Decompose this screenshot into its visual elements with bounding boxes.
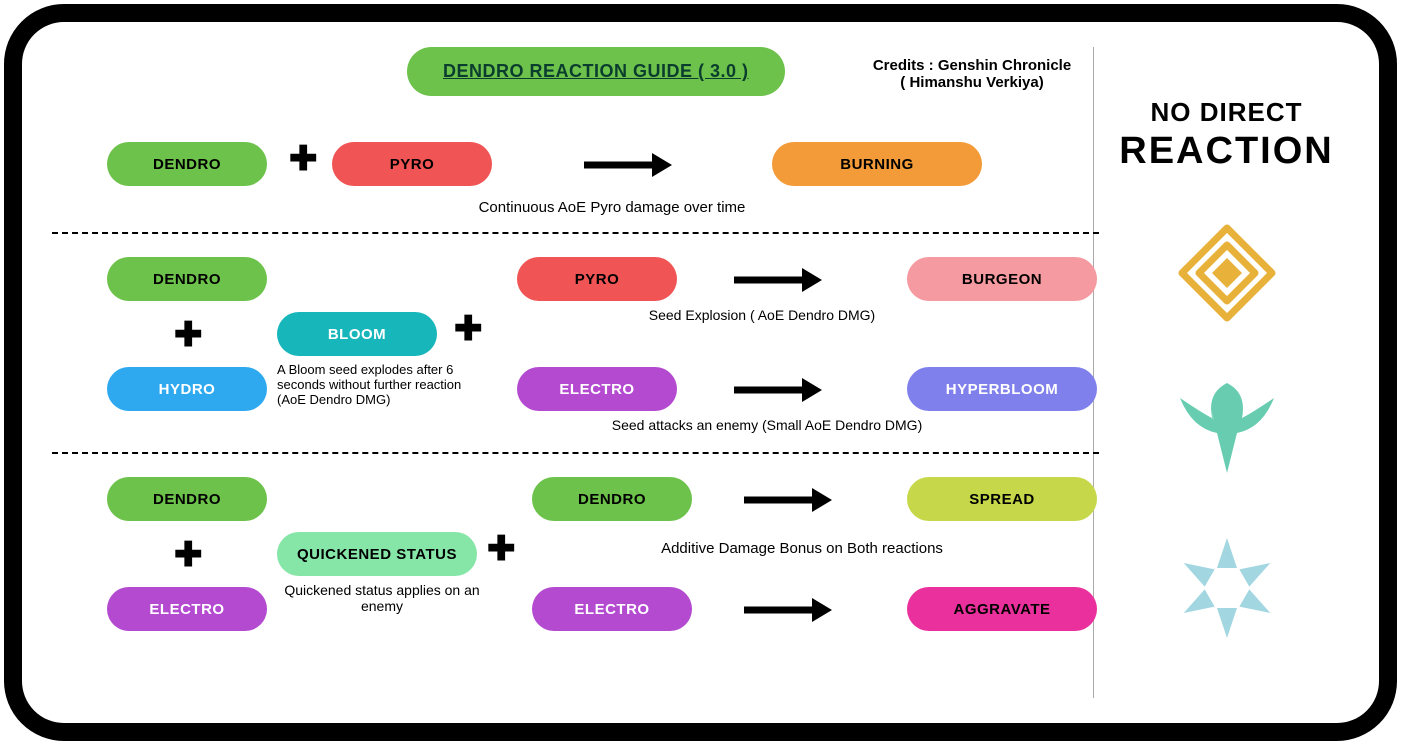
arrow-icon [732,376,822,404]
arrow-icon [582,151,672,179]
plus-icon: ✚ [174,535,203,575]
geo-icon [1177,223,1277,328]
label-pyro: PYRO [575,271,620,288]
pill-dendro-3: DENDRO [107,477,267,521]
cryo-icon [1172,533,1282,648]
label-dendro: DENDRO [153,156,221,173]
label-bloom: BLOOM [328,326,386,343]
side-panel: NO DIRECT REACTION [1099,47,1354,698]
label-dendro: DENDRO [153,271,221,288]
label-electro: ELECTRO [574,601,649,618]
pill-burgeon: BURGEON [907,257,1097,301]
pill-pyro-2: PYRO [517,257,677,301]
label-hydro: HYDRO [159,381,216,398]
credits-line2: ( Himanshu Verkiya) [900,74,1043,91]
label-burgeon: BURGEON [962,271,1042,288]
side-heading-line1: NO DIRECT [1151,97,1303,128]
label-electro: ELECTRO [559,381,634,398]
side-heading-line2: REACTION [1119,130,1333,173]
page-title-pill: DENDRO REACTION GUIDE ( 3.0 ) [407,47,785,96]
arrow-icon [742,486,832,514]
pill-quickened: QUICKENED STATUS [277,532,477,576]
pill-hydro: HYDRO [107,367,267,411]
desc-burning: Continuous AoE Pyro damage over time [432,199,792,216]
arrow-icon [742,596,832,624]
desc-hyperbloom: Seed attacks an enemy (Small AoE Dendro … [577,417,957,433]
pill-electro-4: ELECTRO [532,587,692,631]
pill-bloom: BLOOM [277,312,437,356]
plus-icon: ✚ [487,529,516,569]
credits-line1: Credits : Genshin Chronicle [873,57,1071,74]
label-burning: BURNING [840,156,914,173]
pill-spread: SPREAD [907,477,1097,521]
pill-aggravate: AGGRAVATE [907,587,1097,631]
label-dendro: DENDRO [578,491,646,508]
pill-pyro-1: PYRO [332,142,492,186]
pill-electro-2: ELECTRO [517,367,677,411]
plus-icon: ✚ [454,309,483,349]
desc-quickened: Quickened status applies on an enemy [282,582,482,614]
section-divider [52,232,1099,234]
pill-dendro-1: DENDRO [107,142,267,186]
main-content: DENDRO REACTION GUIDE ( 3.0 ) Credits : … [52,47,1099,698]
label-pyro: PYRO [390,156,435,173]
label-quickened: QUICKENED STATUS [297,546,457,563]
desc-additive: Additive Damage Bonus on Both reactions [612,540,992,557]
pill-burning: BURNING [772,142,982,186]
anemo-icon [1172,378,1282,483]
label-aggravate: AGGRAVATE [954,601,1051,618]
desc-burgeon: Seed Explosion ( AoE Dendro DMG) [612,307,912,323]
plus-icon: ✚ [174,315,203,355]
label-dendro: DENDRO [153,491,221,508]
pill-electro-3: ELECTRO [107,587,267,631]
desc-bloom: A Bloom seed explodes after 6 seconds wi… [277,362,477,407]
pill-dendro-2: DENDRO [107,257,267,301]
outer-frame: DENDRO REACTION GUIDE ( 3.0 ) Credits : … [4,4,1397,741]
plus-icon: ✚ [289,139,318,179]
arrow-icon [732,266,822,294]
section-divider [52,452,1099,454]
label-hyperbloom: HYPERBLOOM [946,381,1059,398]
credits-block: Credits : Genshin Chronicle ( Himanshu V… [842,57,1102,91]
label-spread: SPREAD [969,491,1035,508]
label-electro: ELECTRO [149,601,224,618]
pill-dendro-4: DENDRO [532,477,692,521]
pill-hyperbloom: HYPERBLOOM [907,367,1097,411]
